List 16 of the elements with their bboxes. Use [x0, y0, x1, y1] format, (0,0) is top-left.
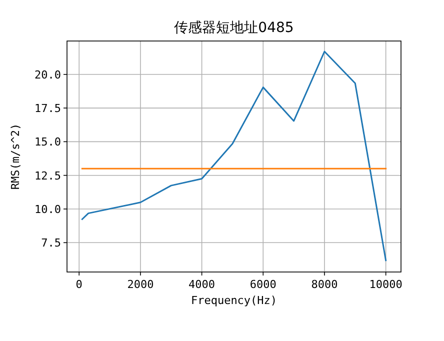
y-tick-label: 17.5 [34, 102, 61, 116]
chart-title: 传感器短地址0485 [174, 20, 294, 36]
x-axis-title: Frequency(Hz) [190, 294, 278, 307]
y-tick-label: 15.0 [34, 136, 61, 149]
x-tick-label: 10000 [369, 278, 402, 291]
x-tick-label: 6000 [250, 278, 276, 291]
y-tick-label: 7.5 [41, 236, 61, 250]
y-tick-label: 20.0 [34, 68, 61, 82]
x-tick-label: 4000 [188, 278, 216, 291]
x-tick-label: 2000 [127, 278, 154, 291]
y-tick-label: 12.5 [34, 169, 61, 182]
line-series [81, 50, 387, 262]
y-tick-label: 10.0 [34, 203, 61, 216]
y-axis-title: RMS(m/s^2) [9, 123, 22, 190]
x-tick-label: 8000 [311, 278, 338, 291]
x-tick-label: 0 [76, 278, 82, 291]
